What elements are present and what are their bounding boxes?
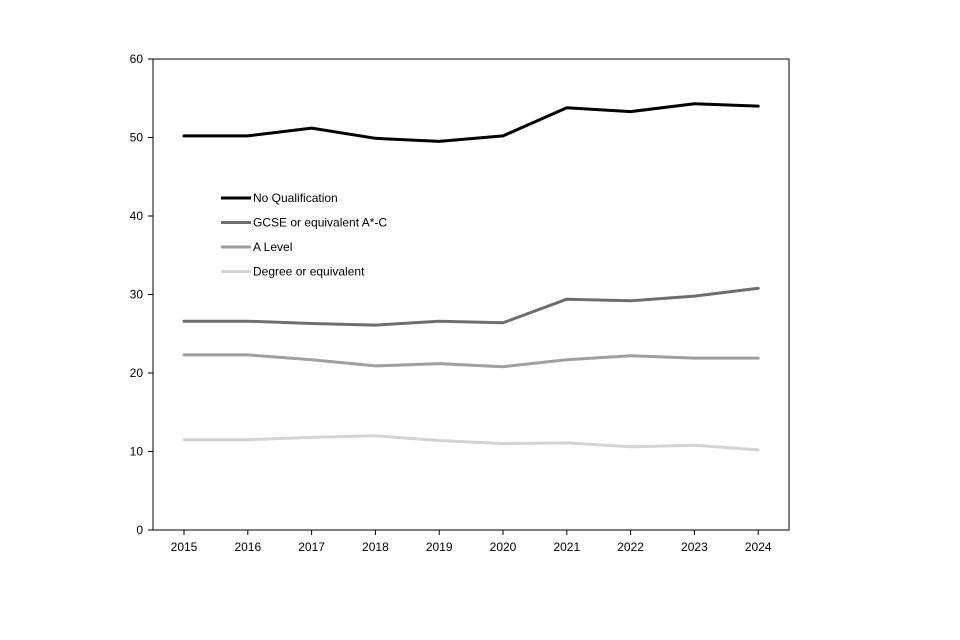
x-tick-label: 2017 bbox=[298, 540, 325, 554]
x-tick-label: 2021 bbox=[553, 540, 580, 554]
legend-label: Degree or equivalent bbox=[253, 265, 365, 279]
x-tick-label: 2022 bbox=[617, 540, 644, 554]
x-tick-label: 2023 bbox=[681, 540, 708, 554]
legend-label: A Level bbox=[253, 240, 292, 254]
series-line-gcse-or-equivalent-a-c bbox=[182, 286, 760, 327]
series-line-a-level bbox=[182, 353, 760, 369]
y-tick-label: 40 bbox=[130, 209, 144, 223]
x-tick-label: 2015 bbox=[171, 540, 198, 554]
y-tick-label: 60 bbox=[130, 52, 144, 66]
series-lines bbox=[182, 102, 760, 452]
legend: No Qualification GCSE or equivalent A*-C A… bbox=[221, 191, 387, 279]
y-tick-label: 10 bbox=[130, 445, 144, 459]
y-axis-ticks: 0 10 20 30 40 50 60 bbox=[130, 52, 153, 537]
x-tick-label: 2020 bbox=[490, 540, 517, 554]
y-tick-label: 50 bbox=[130, 131, 144, 145]
series-line-no-qualification bbox=[182, 102, 760, 143]
x-tick-label: 2016 bbox=[234, 540, 261, 554]
series-line-degree-or-equivalent bbox=[182, 434, 760, 452]
legend-label: GCSE or equivalent A*-C bbox=[253, 216, 387, 230]
x-tick-label: 2019 bbox=[426, 540, 453, 554]
y-tick-label: 0 bbox=[136, 523, 143, 537]
x-tick-label: 2024 bbox=[745, 540, 772, 554]
x-tick-label: 2018 bbox=[362, 540, 389, 554]
y-tick-label: 30 bbox=[130, 288, 144, 302]
y-tick-label: 20 bbox=[130, 366, 144, 380]
x-axis-ticks: 2015 2016 2017 2018 2019 2020 2021 2022 2023 2024 bbox=[171, 530, 772, 554]
plot-area bbox=[152, 58, 790, 531]
legend-label: No Qualification bbox=[253, 191, 338, 205]
